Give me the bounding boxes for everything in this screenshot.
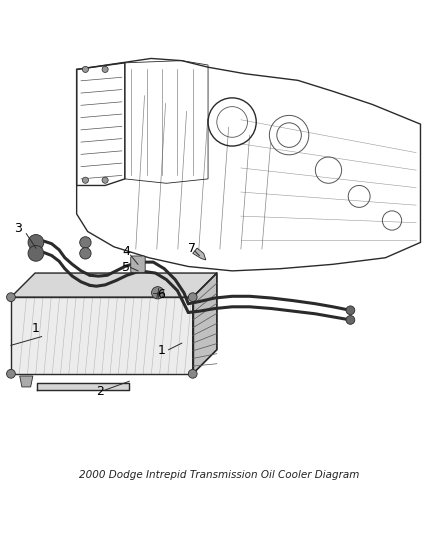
Polygon shape [193, 273, 217, 374]
Circle shape [102, 66, 108, 72]
FancyBboxPatch shape [131, 256, 145, 273]
Text: 6: 6 [157, 288, 165, 302]
Circle shape [152, 287, 164, 299]
Text: 3: 3 [14, 222, 22, 236]
Circle shape [102, 177, 108, 183]
Circle shape [28, 235, 44, 251]
Circle shape [80, 248, 91, 259]
Circle shape [82, 66, 88, 72]
Polygon shape [37, 383, 129, 391]
Text: 4: 4 [122, 245, 130, 258]
Text: 1: 1 [158, 344, 166, 357]
Circle shape [346, 316, 355, 324]
Circle shape [346, 306, 355, 314]
Polygon shape [193, 273, 217, 374]
Circle shape [28, 246, 44, 261]
Polygon shape [11, 297, 193, 374]
Polygon shape [20, 376, 33, 387]
Circle shape [188, 293, 197, 302]
Circle shape [82, 177, 88, 183]
Text: 5: 5 [122, 261, 130, 274]
Text: 1: 1 [32, 322, 40, 335]
Text: 2000 Dodge Intrepid Transmission Oil Cooler Diagram: 2000 Dodge Intrepid Transmission Oil Coo… [79, 470, 359, 480]
Circle shape [7, 293, 15, 302]
Text: 7: 7 [188, 243, 196, 255]
Polygon shape [193, 248, 206, 260]
Circle shape [188, 369, 197, 378]
Polygon shape [11, 273, 217, 297]
Circle shape [7, 369, 15, 378]
Text: 2: 2 [96, 385, 104, 398]
Circle shape [80, 237, 91, 248]
